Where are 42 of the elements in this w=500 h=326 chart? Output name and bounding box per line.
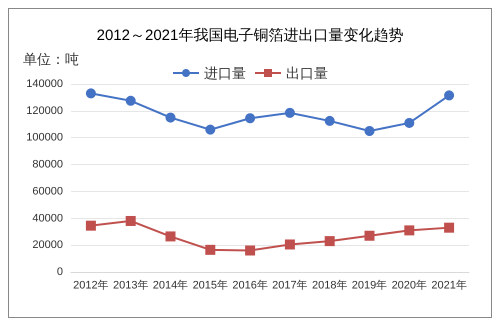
x-tick-label: 2021年 <box>431 280 467 292</box>
point <box>324 236 335 246</box>
point <box>126 216 136 226</box>
point <box>364 230 374 241</box>
point <box>364 126 374 136</box>
point <box>324 116 335 126</box>
legend-label: 出口量 <box>286 65 328 81</box>
x-tick-label: 2015年 <box>192 280 228 292</box>
y-tick-label: 140000 <box>26 78 63 90</box>
y-axis-title: 单位：吨 <box>23 51 79 67</box>
point <box>86 88 96 98</box>
point <box>166 231 176 242</box>
point <box>245 246 256 256</box>
point <box>444 222 454 233</box>
x-tick-label: 2016年 <box>232 280 268 292</box>
legend-label: 进口量 <box>204 65 246 81</box>
point <box>404 118 414 128</box>
y-tick-label: 60000 <box>32 185 63 198</box>
y-tick-label: 120000 <box>26 104 63 117</box>
x-tick-label: 2014年 <box>152 280 188 292</box>
x-tick-label: 2020年 <box>392 280 428 292</box>
y-tick-label: 0 <box>56 266 63 278</box>
point <box>284 108 295 118</box>
point <box>444 90 454 100</box>
point <box>404 225 414 236</box>
y-tick-label: 20000 <box>32 239 63 252</box>
point <box>126 96 136 106</box>
point <box>205 124 216 135</box>
y-tick-label: 80000 <box>32 158 63 171</box>
x-tick-label: 2019年 <box>352 280 388 292</box>
x-tick-label: 2017年 <box>272 280 308 292</box>
chart-title: 2012～2021年我国电子铜箔进出口量变化趋势 <box>96 27 404 44</box>
y-tick-label: 40000 <box>32 212 63 224</box>
point <box>205 244 216 255</box>
point <box>166 112 176 123</box>
point <box>284 239 295 250</box>
point <box>86 220 96 231</box>
x-tick-label: 2013年 <box>112 280 148 292</box>
y-tick-label: 100000 <box>26 132 63 144</box>
x-tick-label: 2018年 <box>312 280 348 292</box>
point <box>245 113 256 124</box>
x-tick-label: 2012年 <box>73 280 109 292</box>
